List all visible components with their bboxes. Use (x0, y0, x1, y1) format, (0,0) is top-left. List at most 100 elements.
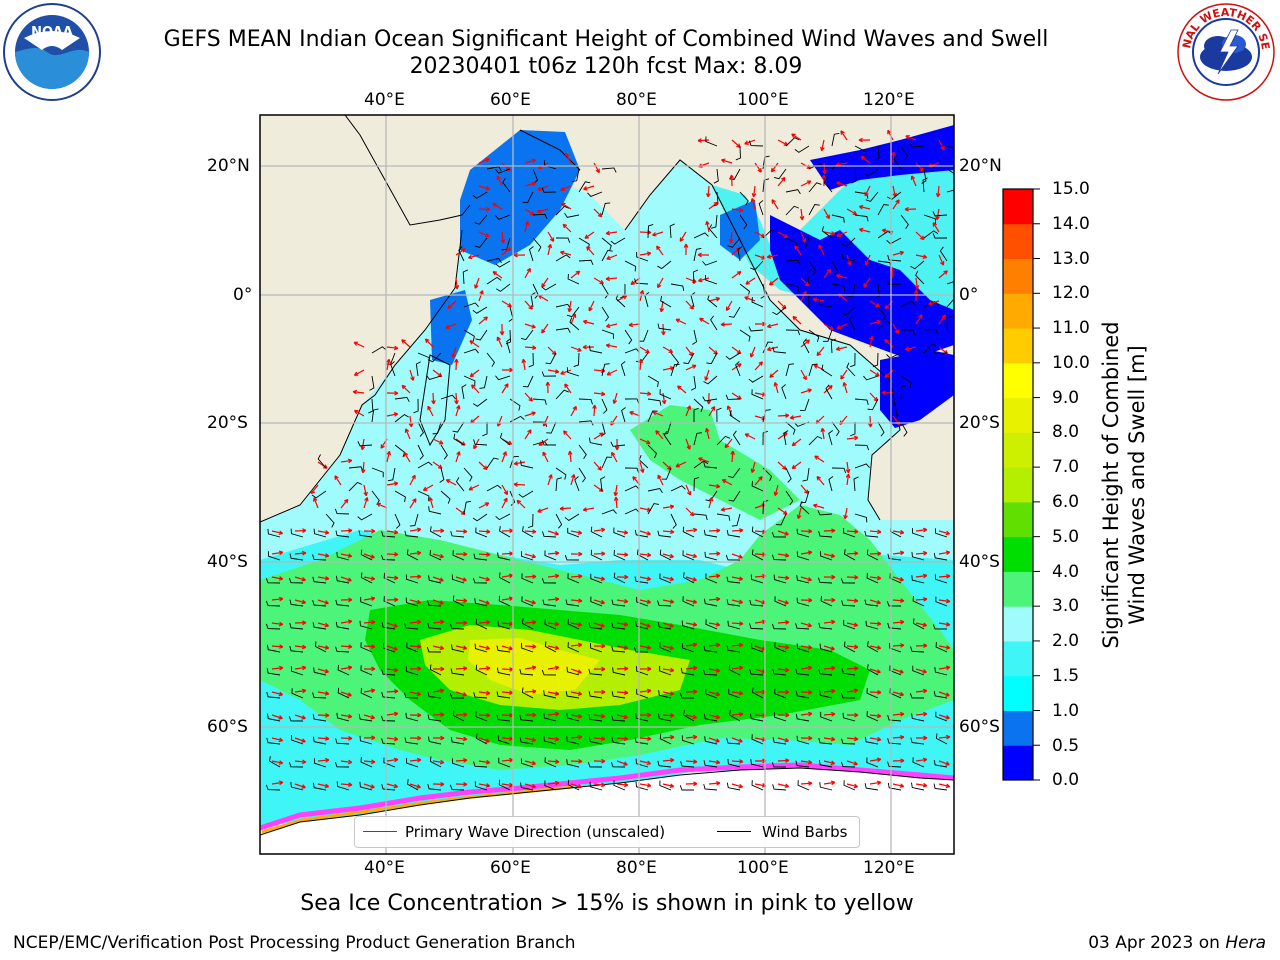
wave-direction-arrow (846, 644, 859, 650)
wind-barb (705, 275, 718, 285)
wind-barb (265, 600, 281, 607)
wave-direction-arrow (915, 596, 928, 602)
wave-direction-arrow (860, 155, 871, 164)
wave-direction-arrow (708, 406, 716, 417)
wind-barb (750, 759, 764, 768)
wave-direction-arrow (938, 314, 946, 325)
wave-direction-arrow (560, 250, 572, 256)
wind-barb (867, 641, 879, 653)
wave-direction-arrow (408, 415, 414, 428)
wave-direction-arrow (409, 783, 421, 789)
wave-direction-arrow (800, 339, 811, 348)
lon-tick-bottom: 40°E (364, 858, 405, 878)
wave-direction-arrow (445, 323, 457, 329)
wind-barb (703, 529, 718, 538)
wind-barb (739, 191, 749, 206)
wave-direction-arrow (915, 162, 924, 172)
wind-barb (682, 550, 695, 561)
wind-barb (841, 237, 856, 247)
wind-barb (521, 618, 534, 630)
wind-barb (785, 283, 800, 292)
colorbar-segment (1003, 397, 1033, 433)
sea-ice-note: Sea Ice Concentration > 15% is shown in … (300, 891, 914, 916)
wave-direction-arrow (616, 666, 629, 671)
wind-barb (713, 191, 719, 207)
wind-barb (841, 600, 856, 607)
wind-barb (497, 667, 511, 676)
colorbar-tick-label: 3.0 (1052, 596, 1080, 616)
wind-barb (749, 669, 764, 676)
wind-barb (915, 270, 925, 285)
lat-tick-left: 20°S (207, 413, 248, 433)
wind-barb (799, 237, 810, 250)
wind-barb (368, 398, 374, 414)
wind-barb (546, 421, 557, 434)
colorbar-segment (1003, 258, 1033, 294)
wave-direction-arrow (547, 550, 560, 556)
wave-direction-arrow (294, 576, 306, 582)
wind-barb (610, 761, 626, 768)
date-text: 03 Apr 2023 on Hera (1088, 933, 1266, 953)
wave-direction-arrow (846, 622, 859, 628)
wave-direction-arrow (363, 759, 376, 765)
wave-direction-arrow (938, 598, 951, 604)
wind-barb (337, 687, 350, 699)
wind-barb (912, 757, 925, 768)
wind-barb (473, 553, 488, 561)
wind-barb (624, 508, 640, 515)
wind-barb (704, 736, 718, 745)
wind-barb (819, 690, 833, 699)
wave-direction-arrow (570, 405, 577, 417)
wave-direction-arrow (451, 346, 457, 358)
wind-barb (565, 599, 580, 607)
wind-barb (555, 467, 567, 480)
wind-barb (772, 346, 787, 354)
wave-direction-arrow (271, 780, 284, 786)
wave-direction-arrow (340, 713, 353, 719)
wave-direction-arrow (353, 341, 365, 348)
wave-direction-arrow (363, 596, 376, 602)
wave-direction-arrow (754, 476, 763, 486)
wind-barb (704, 551, 718, 561)
wind-barb (729, 168, 741, 180)
wave-direction-arrow (524, 529, 537, 534)
wind-barb (496, 714, 511, 722)
wave-direction-arrow (823, 597, 836, 603)
wave-direction-arrow (547, 474, 553, 486)
wind-barb (681, 735, 695, 745)
wind-barb (762, 409, 771, 423)
wind-barb (932, 624, 948, 630)
wave-direction-arrow (708, 296, 721, 302)
wind-barb (636, 688, 649, 699)
colorbar-segment (1003, 189, 1033, 225)
wind-barb (751, 734, 764, 745)
wave-direction-arrow (363, 714, 375, 720)
wind-barb (360, 572, 373, 584)
lon-tick-bottom: 120°E (863, 858, 915, 878)
wave-direction-arrow (846, 208, 858, 216)
wind-barb (440, 444, 448, 460)
wind-barb (311, 490, 327, 499)
wave-direction-arrow (777, 758, 790, 763)
wind-barb (693, 460, 709, 469)
wave-direction-arrow (294, 528, 307, 533)
wind-barb (887, 738, 902, 745)
wind-barb (475, 664, 488, 676)
wind-barb (359, 781, 373, 791)
wind-barb (266, 644, 281, 653)
wave-direction-arrow (478, 690, 491, 696)
wind-barb (693, 407, 699, 423)
wave-direction-arrow (524, 644, 537, 649)
wave-direction-arrow (294, 759, 307, 765)
wind-barb (499, 526, 511, 538)
wave-direction-arrow (731, 576, 744, 581)
wave-direction-arrow (915, 314, 923, 325)
wind-barb (555, 237, 571, 243)
wind-barb (479, 375, 488, 389)
credit-text: NCEP/EMC/Verification Post Processing Pr… (13, 933, 576, 953)
wave-direction-arrow (570, 530, 583, 535)
wave-direction-arrow (317, 622, 330, 628)
wave-direction-arrow (409, 474, 416, 486)
wave-direction-arrow (547, 243, 553, 256)
wind-barb (819, 643, 833, 653)
